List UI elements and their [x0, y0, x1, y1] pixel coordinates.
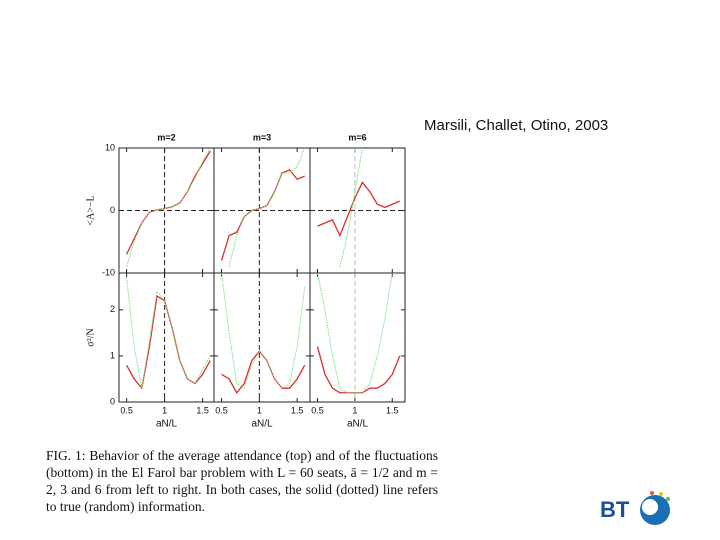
x-tick-label: 0.5 [120, 405, 133, 415]
logo-dot [666, 497, 670, 501]
x-tick-label: 1.5 [291, 405, 304, 415]
y-axis-label: σ²/N [85, 328, 96, 346]
logo-dot [650, 491, 654, 495]
panel: m=2 <A>−L -10 0 10 [85, 132, 215, 277]
x-tick-label: 1.5 [196, 405, 209, 415]
panel-frame [309, 272, 406, 403]
logo-globe-inner [642, 499, 658, 515]
series-line [317, 181, 401, 238]
y-tick-label: 10 [105, 142, 115, 152]
panel-title: m=2 [157, 132, 175, 142]
panel-title: m=3 [253, 132, 271, 142]
panel: m=3 [213, 132, 311, 274]
y-tick-label: 0 [110, 205, 115, 215]
x-tick-label: 1 [162, 405, 167, 415]
caption: FIG. 1: Behavior of the average attendan… [46, 448, 438, 514]
y-axis-label: <A>−L [85, 195, 96, 225]
series-line [126, 277, 211, 389]
panel-title: m=6 [348, 132, 366, 142]
x-axis-label: aN/L [347, 419, 369, 430]
panel: aN/L 0.5 1 1.5 [213, 272, 311, 430]
x-tick-label: 1 [352, 405, 357, 415]
panel-frame [213, 272, 311, 403]
panel: aN/L 0.5 1 1.5 [309, 272, 406, 430]
series-line [126, 150, 211, 255]
series-line [339, 148, 363, 267]
x-tick-label: 1 [257, 405, 262, 415]
y-tick-label: -10 [102, 267, 115, 277]
x-tick-label: 1.5 [386, 405, 399, 415]
series-line [126, 148, 211, 267]
panel: m=6 [309, 132, 406, 274]
y-tick-label: 1 [110, 350, 115, 360]
x-tick-label: 0.5 [311, 405, 324, 415]
series-line [316, 273, 393, 394]
citation: Marsili, Challet, Otino, 2003 [424, 117, 609, 134]
logo-text: BT [600, 497, 630, 522]
series-line [316, 346, 401, 394]
x-tick-label: 0.5 [215, 405, 228, 415]
y-tick-label: 2 [110, 304, 115, 314]
series-line [221, 273, 306, 389]
x-axis-label: aN/L [156, 419, 178, 430]
y-tick-label: 0 [110, 396, 115, 406]
bt-logo: BT [600, 491, 670, 525]
series-line [228, 148, 306, 267]
panel: σ²/N aN/L 0 1 2 0.5 1 1.5 [85, 272, 215, 430]
x-axis-label: aN/L [251, 419, 273, 430]
logo-dot [659, 492, 663, 496]
series-line [221, 350, 306, 394]
